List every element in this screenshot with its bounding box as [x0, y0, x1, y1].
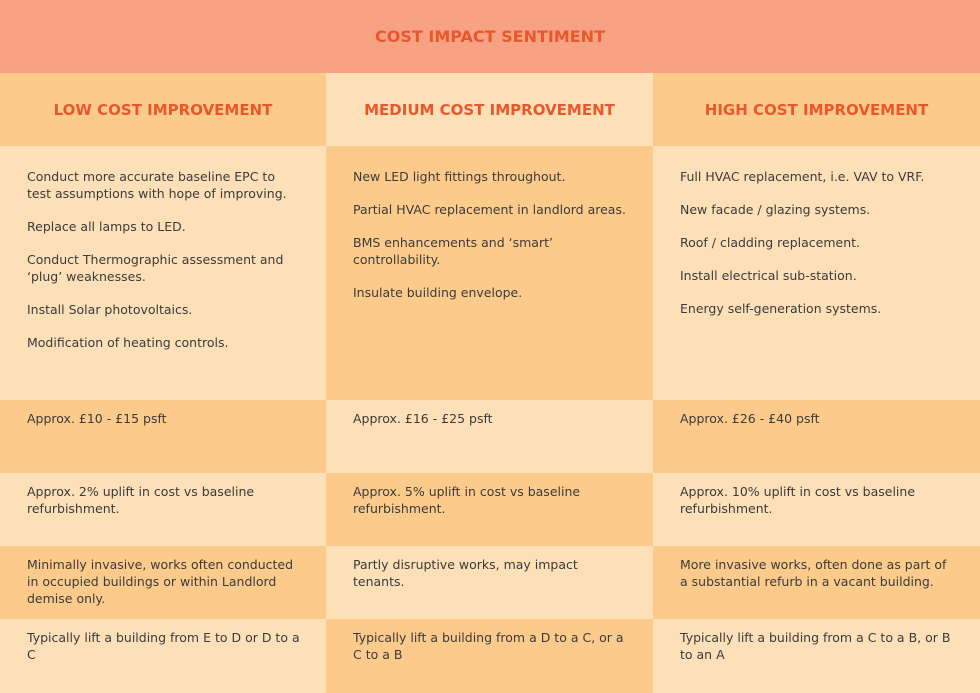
list-item: Roof / cladding replacement.	[680, 235, 861, 250]
list-item: Install electrical sub-station.	[680, 268, 857, 283]
list-item: Partial HVAC replacement in landlord are…	[353, 202, 626, 217]
list-item: Modification of heating controls.	[27, 335, 229, 350]
list-item: Conduct more accurate baseline EPC to te…	[27, 169, 287, 201]
table-cell: More invasive works, often done as part …	[653, 546, 980, 619]
column-header: HIGH COST IMPROVEMENT	[653, 73, 980, 146]
table-cell: Approx. £10 - £15 psft	[0, 400, 326, 473]
title: COST IMPACT SENTIMENT	[0, 0, 980, 73]
table-cell: Approx. £26 - £40 psft	[653, 400, 980, 473]
table-cell: Approx. 10% uplift in cost vs baseline r…	[653, 473, 980, 546]
table-cell: Full HVAC replacement, i.e. VAV to VRF. N…	[653, 146, 980, 400]
list-item: Energy self-generation systems.	[680, 301, 882, 316]
list-item: Install Solar photovoltaics.	[27, 302, 193, 317]
table-cell: Conduct more accurate baseline EPC to te…	[0, 146, 326, 400]
column-header: MEDIUM COST IMPROVEMENT	[326, 73, 653, 146]
table-cell: Minimally invasive, works often conducte…	[0, 546, 326, 619]
list-item: Replace all lamps to LED.	[27, 219, 186, 234]
table-cell: Approx. 2% uplift in cost vs baseline re…	[0, 473, 326, 546]
table-cell: Typically lift a building from a D to a …	[326, 619, 653, 693]
list-item: BMS enhancements and ‘smart’ controllabi…	[353, 235, 553, 267]
list-item: Full HVAC replacement, i.e. VAV to VRF.	[680, 169, 925, 184]
list-item: New facade / glazing systems.	[680, 202, 871, 217]
list-item: Insulate building envelope.	[353, 285, 523, 300]
table-cell: Typically lift a building from a C to a …	[653, 619, 980, 693]
list-item: Conduct Thermographic assessment and ‘pl…	[27, 252, 284, 284]
table-cell: Typically lift a building from E to D or…	[0, 619, 326, 693]
table-cell: Approx. £16 - £25 psft	[326, 400, 653, 473]
table-cell: Partly disruptive works, may impact tena…	[326, 546, 653, 619]
list-item: New LED light fittings throughout.	[353, 169, 566, 184]
table-cell: Approx. 5% uplift in cost vs baseline re…	[326, 473, 653, 546]
table-cell: New LED light fittings throughout. Partia…	[326, 146, 653, 400]
column-header: LOW COST IMPROVEMENT	[0, 73, 326, 146]
